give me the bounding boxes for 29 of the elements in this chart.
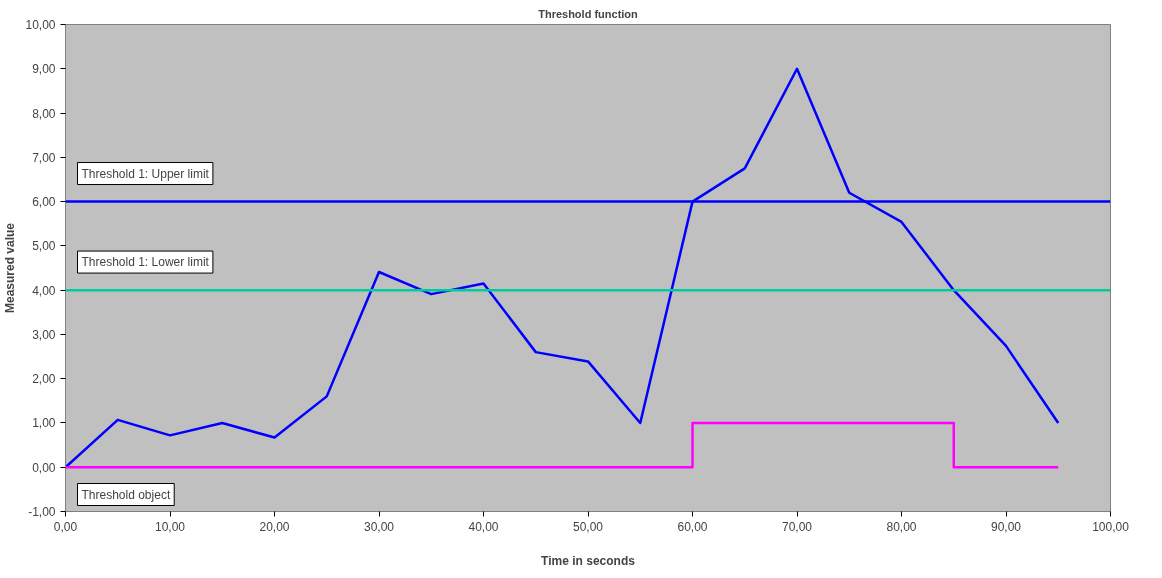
y-tick-label: 7,00: [32, 150, 56, 165]
y-tick-label: 10,00: [25, 18, 56, 32]
x-tick-label: 70,00: [781, 519, 813, 534]
x-tick-label: 100,00: [1092, 519, 1130, 534]
x-tick-label: 30,00: [363, 519, 395, 534]
y-tick-label: 0,00: [32, 460, 56, 475]
x-tick-label: 50,00: [572, 519, 604, 534]
y-tick-label: 4,00: [32, 283, 56, 298]
x-axis-title: Time in seconds: [541, 553, 636, 568]
x-tick-label: 0,00: [53, 519, 78, 534]
x-tick-label: 40,00: [468, 519, 499, 534]
y-tick-label: 8,00: [32, 106, 56, 121]
y-tick-label: 6,00: [32, 195, 56, 210]
y-tick-label: 2,00: [32, 372, 56, 387]
y-tick-label: 5,00: [32, 239, 56, 254]
y-axis-title: Measured value: [3, 222, 18, 314]
chart-title: Threshold function: [538, 7, 639, 20]
x-tick-label: 80,00: [886, 519, 917, 534]
x-tick-label: 60,00: [677, 519, 708, 534]
ref-line-label: Threshold 1: Upper limit: [81, 166, 210, 181]
series-label: Threshold object: [81, 487, 171, 502]
x-tick-label: 10,00: [154, 519, 186, 534]
y-tick-label: 9,00: [32, 62, 56, 77]
y-tick-label: 3,00: [32, 327, 56, 342]
y-tick-label: 1,00: [32, 416, 56, 431]
ref-line-label: Threshold 1: Lower limit: [81, 255, 210, 270]
x-tick-label: 20,00: [259, 519, 290, 534]
x-tick-label: 90,00: [990, 519, 1022, 534]
y-tick-label: -1,00: [28, 505, 56, 519]
